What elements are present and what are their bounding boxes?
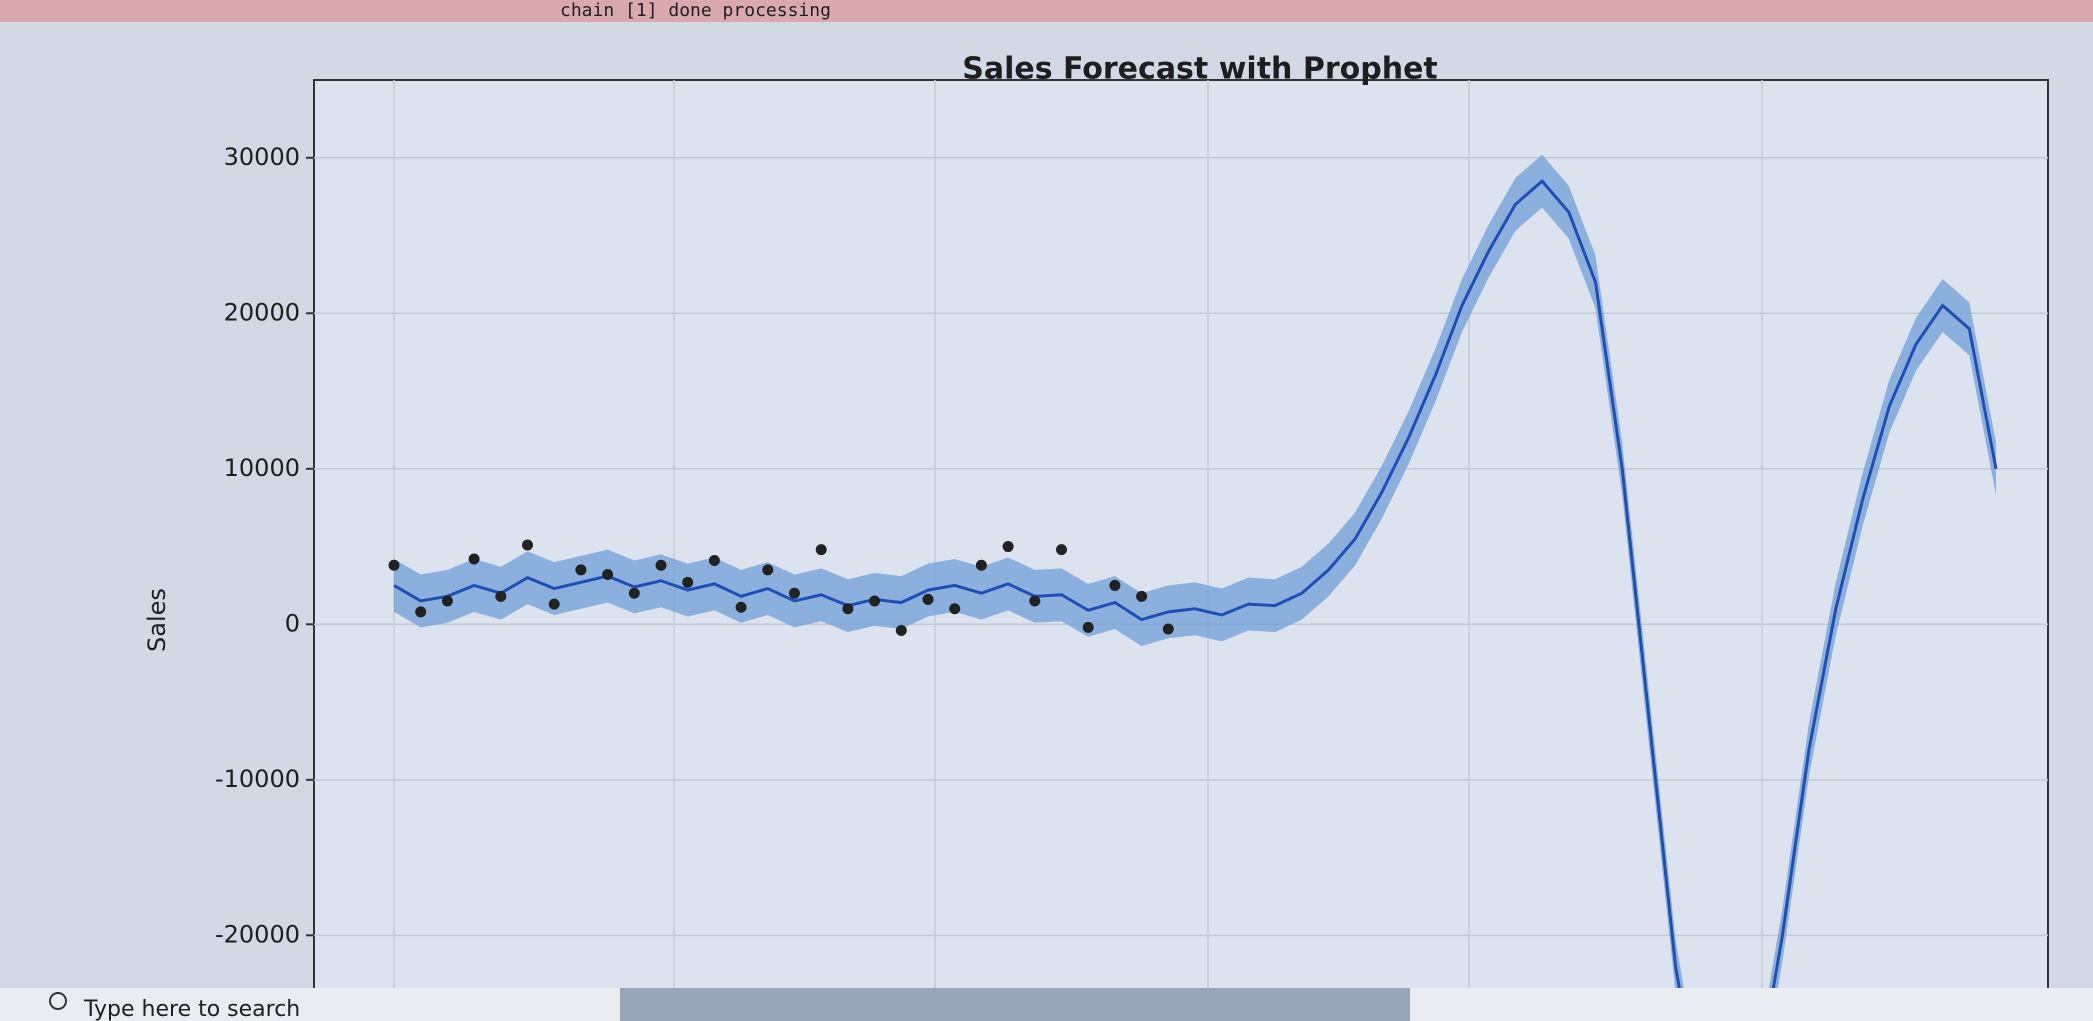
observed-point <box>548 598 560 610</box>
search-icon <box>49 992 67 1010</box>
x-grid <box>393 80 1763 988</box>
console-strip <box>0 0 2093 22</box>
observed-point <box>922 593 934 605</box>
observed-point <box>842 603 854 615</box>
observed-point <box>869 595 881 607</box>
y-tick-label: 20000 <box>224 298 300 326</box>
observed-point <box>1109 579 1121 591</box>
y-tick-label: 0 <box>285 609 300 637</box>
observed-point <box>735 601 747 613</box>
console-text: chain [1] done processing <box>560 0 831 21</box>
chart-title: Sales Forecast with Prophet <box>962 52 1438 87</box>
observed-point <box>628 587 640 599</box>
observed-point <box>1082 621 1094 633</box>
y-tick-label: -10000 <box>215 765 300 793</box>
taskbar-apps <box>620 988 1410 1021</box>
y-axis-label: Sales <box>143 588 171 652</box>
y-tick-label: 10000 <box>224 454 300 482</box>
observed-point <box>682 576 694 588</box>
uncertainty-band <box>394 154 1996 988</box>
observed-point <box>602 569 614 581</box>
search-box[interactable]: Type here to search <box>83 997 300 1021</box>
observed-point <box>468 553 480 565</box>
observed-point <box>789 587 800 599</box>
observed-point <box>495 590 507 602</box>
observed-point <box>815 544 827 556</box>
observed-point <box>655 559 667 571</box>
observed-point <box>415 606 427 618</box>
observed-point <box>708 555 720 567</box>
observed-point <box>575 564 587 576</box>
observed-point <box>975 559 987 571</box>
forecast-line <box>393 178 1998 988</box>
observed-point <box>1136 590 1148 602</box>
observed-point <box>522 539 533 551</box>
plot-area <box>313 79 2049 1001</box>
y-tick-label: -20000 <box>215 920 300 948</box>
y-tick-label: 30000 <box>224 143 300 171</box>
observed-point <box>895 625 907 637</box>
observed-point <box>949 603 961 615</box>
observed-point <box>1162 623 1174 635</box>
observed-point <box>441 595 453 607</box>
observed-point <box>762 564 774 576</box>
plot <box>314 154 2048 988</box>
observed-point <box>1002 541 1014 553</box>
observed-point <box>1056 544 1067 556</box>
observed-point <box>388 559 400 571</box>
observed-point <box>1029 595 1041 607</box>
